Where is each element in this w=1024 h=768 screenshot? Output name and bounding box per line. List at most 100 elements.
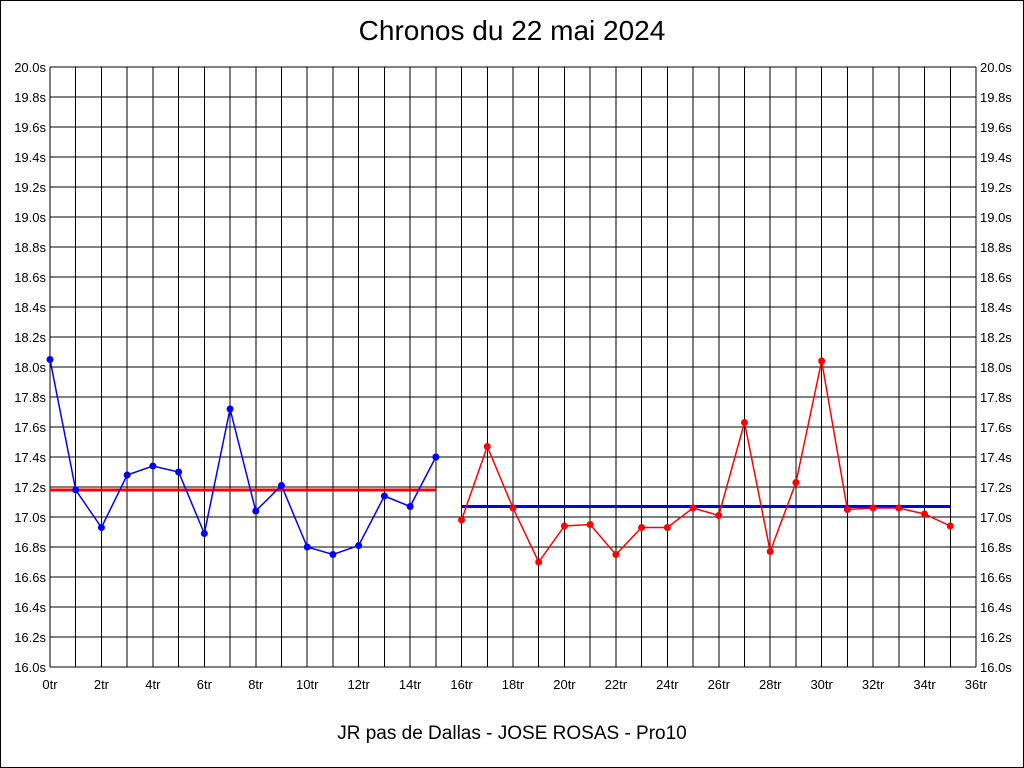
y-tick-label-right: 19.6s [980,120,1012,135]
data-point [689,504,697,512]
y-tick-label-right: 17.0s [980,510,1012,525]
y-tick-label-left: 18.6s [14,270,46,285]
y-tick-label-left: 16.2s [14,630,46,645]
y-tick-label-left: 17.8s [14,390,46,405]
x-tick-label: 0tr [42,677,58,692]
data-point [355,542,363,549]
data-point [97,524,105,531]
y-tick-label-left: 19.8s [14,90,46,105]
y-tick-label-right: 18.0s [980,360,1012,375]
data-point [72,486,80,494]
y-tick-label-right: 19.2s [980,180,1012,195]
data-point [535,558,543,566]
chart-footer: JR pas de Dallas - JOSE ROSAS - Pro10 [337,723,687,744]
data-point [946,522,954,530]
y-tick-label-right: 17.4s [980,450,1012,465]
data-point [560,522,568,530]
x-tick-label: 16tr [450,677,473,692]
y-tick-label-left: 18.2s [14,330,46,345]
y-tick-label-right: 16.0s [980,660,1012,675]
data-point [612,551,620,558]
y-tick-label-right: 17.8s [980,390,1012,405]
y-tick-label-right: 16.2s [980,630,1012,645]
data-point [792,479,800,486]
series-line [460,360,951,564]
x-tick-label: 20tr [553,677,576,692]
x-tick-label: 12tr [347,677,370,692]
data-point [818,357,826,365]
data-point [766,548,774,555]
data-point [200,530,208,537]
y-tick-label-left: 17.6s [14,420,46,435]
y-tick-label-right: 16.8s [980,540,1012,555]
y-tick-label-right: 19.0s [980,210,1012,225]
y-tick-label-right: 19.8s [980,90,1012,105]
y-tick-label-right: 20.0s [980,60,1012,75]
y-tick-label-left: 18.0s [14,360,46,375]
x-tick-label: 28tr [759,677,782,692]
x-tick-label: 26tr [708,677,731,692]
y-tick-label-right: 18.6s [980,270,1012,285]
data-point [586,521,594,528]
y-tick-label-left: 16.8s [14,540,46,555]
x-tick-label: 2tr [94,677,110,692]
x-tick-label: 18tr [502,677,525,692]
data-point [406,503,414,510]
y-tick-label-right: 18.2s [980,330,1012,345]
y-tick-label-left: 16.4s [14,600,46,615]
y-tick-label-right: 19.4s [980,150,1012,165]
y-tick-label-left: 17.4s [14,450,46,465]
y-tick-label-left: 19.6s [14,120,46,135]
y-tick-label-left: 16.6s [14,570,46,585]
data-point [149,462,157,470]
data-point [638,524,646,531]
x-tick-label: 4tr [145,677,161,692]
y-tick-label-right: 17.2s [980,480,1012,495]
data-point [175,468,183,476]
x-tick-label: 36tr [965,677,988,692]
y-tick-label-left: 17.2s [14,480,46,495]
data-point [921,510,929,518]
x-tick-label: 6tr [197,677,213,692]
y-tick-label-left: 16.0s [14,660,46,675]
data-point [458,516,466,524]
x-tick-label: 10tr [296,677,319,692]
x-tick-label: 24tr [656,677,679,692]
y-tick-label-left: 19.4s [14,150,46,165]
data-point [303,543,311,551]
data-point [329,551,337,558]
data-point [46,356,54,363]
data-point [123,471,131,479]
x-tick-label: 22tr [605,677,628,692]
data-point [226,405,234,413]
data-point [483,443,491,450]
y-tick-label-left: 18.8s [14,240,46,255]
data-point [843,506,851,513]
data-point [895,504,903,512]
data-point [432,453,440,461]
y-tick-label-right: 18.8s [980,240,1012,255]
y-tick-label-left: 18.4s [14,300,46,315]
y-tick-label-right: 16.6s [980,570,1012,585]
y-tick-label-left: 17.0s [14,510,46,525]
series-line [49,359,437,556]
x-tick-label: 32tr [862,677,885,692]
data-point [380,492,388,500]
x-tick-label: 34tr [913,677,936,692]
x-tick-label: 30tr [810,677,833,692]
y-tick-label-right: 17.6s [980,420,1012,435]
chart-title: Chronos du 22 mai 2024 [358,15,666,46]
y-tick-label-left: 19.2s [14,180,46,195]
data-point [741,419,748,426]
y-tick-label-left: 19.0s [14,210,46,225]
x-tick-label: 14tr [399,677,422,692]
data-point [278,482,285,489]
y-tick-label-left: 20.0s [14,60,46,75]
data-point [715,512,723,519]
data-point [663,524,671,531]
data-point [869,504,877,512]
x-tick-label: 8tr [248,677,264,692]
data-point [509,504,517,512]
